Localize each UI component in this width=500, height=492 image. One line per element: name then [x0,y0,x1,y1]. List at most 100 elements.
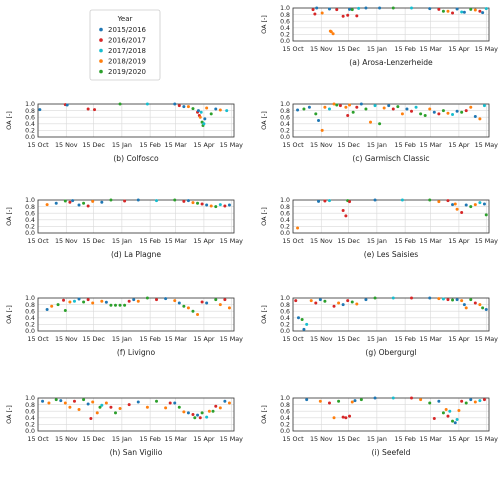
data-point [353,399,357,403]
data-point [59,399,63,403]
data-point [95,411,99,415]
x-tick-label: 15 May [475,45,499,53]
y-tick-label: 0.8 [280,204,290,211]
x-tick-label: 15 Oct [27,141,49,149]
data-point [136,400,140,404]
y-tick-label: 1.0 [280,197,290,204]
y-tick-label: 0.4 [25,315,35,322]
data-point [428,296,432,300]
data-point [368,120,372,124]
data-point [200,202,204,206]
data-point [437,297,441,301]
y-axis-label: OA [-] [5,405,13,424]
data-point [127,403,131,407]
data-point [348,200,352,204]
data-point [410,296,414,300]
data-point [455,298,459,302]
data-point [214,205,218,209]
data-point [54,201,58,205]
data-point [211,409,215,413]
y-tick-label: 0.6 [280,308,290,315]
x-tick-label: 15 Dec [82,141,105,149]
data-point [373,104,377,108]
data-point [123,199,127,203]
x-tick-label: 15 Dec [337,335,360,343]
data-point [423,114,427,118]
y-tick-label: 0.4 [25,217,35,224]
data-point [437,112,441,116]
x-tick-label: 15 Jan [112,435,132,443]
y-tick-label: 0.4 [280,315,290,322]
data-point [86,402,90,406]
x-tick-label: 15 Apr [193,435,215,443]
data-point [47,401,51,405]
chart-panel: 0.00.20.40.60.81.0 OA [-] 15 Oct 15 Nov 15 D… [260,395,498,457]
data-point [199,110,203,114]
y-tick-label: 0.2 [280,128,290,135]
data-point [473,8,477,12]
data-point [453,421,457,425]
data-point [113,303,117,307]
x-tick-label: 15 May [220,335,244,343]
data-point [337,301,341,305]
y-tick-label: 0.6 [280,114,290,121]
data-point [198,416,202,420]
data-point [446,9,450,13]
x-tick-label: 15 Dec [82,435,105,443]
data-point [410,396,414,400]
data-point [464,109,468,113]
y-tick-label: 0.2 [280,224,290,231]
x-tick-label: 15 Nov [310,141,333,149]
data-point [173,198,177,202]
y-axis-label: OA [-] [260,15,268,34]
y-tick-label: 0.2 [280,32,290,39]
panel-title: (a) Arosa-Lenzerheide [349,58,433,67]
data-point [451,113,455,117]
data-point [455,417,459,421]
x-tick-label: 15 Jan [112,335,132,343]
y-tick-label: 0.2 [280,422,290,429]
y-tick-label: 1.0 [280,395,290,402]
data-point [113,411,117,415]
y-tick-label: 0.8 [25,402,35,409]
data-point [473,115,477,119]
data-point [387,104,391,108]
y-tick-label: 0.6 [25,408,35,415]
chart-panel: 0.00.20.40.60.81.0 OA [-] 15 Oct 15 Nov 15 D… [5,197,243,259]
x-tick-label: 15 Nov [55,237,78,245]
data-point [359,102,363,106]
data-point [164,297,168,301]
x-tick-label: 15 Jan [367,335,387,343]
data-point [62,298,66,302]
y-tick-label: 0.2 [25,322,35,329]
data-point [464,306,468,310]
x-tick-label: 15 Nov [310,45,333,53]
y-tick-label: 0.8 [25,302,35,309]
y-tick-label: 0.0 [280,328,290,335]
data-point [182,105,186,109]
data-point [348,103,352,107]
data-point [441,411,445,415]
y-tick-label: 0.4 [280,121,290,128]
data-point [469,7,473,11]
x-tick-label: 15 Jan [367,237,387,245]
data-point [127,299,131,303]
legend-label: 2016/2017 [108,37,146,45]
data-point [460,399,464,403]
data-point [182,304,186,308]
y-tick-label: 0.2 [25,422,35,429]
x-tick-label: 15 Mar [420,45,443,53]
x-tick-label: 15 Nov [310,335,333,343]
data-point [77,408,81,412]
data-point [186,199,190,203]
data-point [173,102,177,106]
y-tick-label: 0.4 [280,217,290,224]
data-point [155,199,159,203]
plot-frame [37,397,235,432]
panel-title: (d) La Plagne [111,250,161,259]
x-tick-label: 15 Oct [282,335,304,343]
x-tick-label: 15 Mar [420,335,443,343]
data-point [177,405,181,409]
data-point [93,108,97,112]
x-tick-label: 15 Feb [394,45,415,53]
